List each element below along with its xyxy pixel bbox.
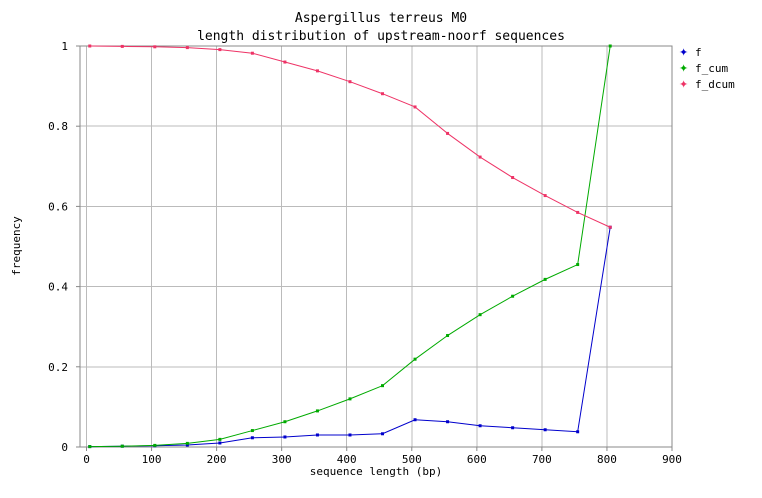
legend-marker-icon: ✦ [679, 62, 688, 75]
x-tick-label: 500 [402, 453, 422, 466]
legend-marker-icon: ✦ [679, 46, 688, 59]
data-point [315, 409, 319, 413]
data-point [218, 48, 222, 52]
legend-item: ✦ f [679, 46, 702, 59]
data-point [381, 432, 385, 436]
data-point [478, 313, 482, 317]
series-line [89, 227, 611, 448]
y-tick-label: 0 [61, 441, 68, 454]
data-point [348, 433, 352, 437]
legend-item: ✦ f_dcum [679, 78, 735, 91]
data-point [283, 420, 287, 424]
data-point [120, 444, 124, 448]
data-point [250, 436, 254, 440]
data-point [543, 194, 547, 198]
data-point [185, 46, 189, 50]
data-point [88, 445, 92, 449]
data-point [381, 384, 385, 388]
chart-subtitle: length distribution of upstream-noorf se… [197, 29, 565, 44]
data-point [413, 418, 417, 422]
y-axis-label: frequency [10, 216, 23, 276]
data-point [413, 357, 417, 361]
data-point [576, 430, 580, 434]
y-axis-ticks: 0 0.2 0.4 0.6 0.8 1 [48, 40, 80, 454]
data-point [511, 426, 515, 430]
data-point [218, 437, 222, 441]
data-point [250, 429, 254, 433]
data-point [153, 45, 157, 49]
data-point [543, 428, 547, 432]
x-tick-label: 900 [662, 453, 682, 466]
plot-frame [79, 45, 673, 448]
legend-item: ✦ f_cum [679, 62, 728, 75]
y-tick-label: 0.6 [48, 200, 68, 213]
y-tick-label: 0.4 [48, 281, 68, 294]
data-point [381, 92, 385, 96]
data-point [608, 225, 612, 229]
x-axis-label: sequence length (bp) [310, 465, 442, 478]
legend: ✦ f✦ f_cum✦ f_dcum [679, 46, 735, 91]
data-point [185, 443, 189, 447]
data-point [511, 176, 515, 180]
y-tick-label: 0.8 [48, 120, 68, 133]
data-point [478, 155, 482, 159]
data-point [88, 44, 92, 48]
y-tick-label: 0.2 [48, 361, 68, 374]
x-tick-label: 700 [532, 453, 552, 466]
data-point [576, 263, 580, 267]
data-point [348, 397, 352, 401]
chart-title: Aspergillus terreus M0 [295, 11, 467, 26]
data-point [576, 210, 580, 214]
data-point [348, 80, 352, 84]
x-tick-label: 100 [142, 453, 162, 466]
x-tick-label: 400 [337, 453, 357, 466]
series-line [89, 45, 611, 448]
data-point [185, 441, 189, 445]
x-tick-label: 300 [272, 453, 292, 466]
x-axis-ticks: 0 100 200 300 400 500 600 700 800 900 [83, 447, 682, 466]
data-point [283, 435, 287, 439]
legend-marker-icon: ✦ [679, 78, 688, 91]
data-point [218, 441, 222, 445]
data-point [283, 60, 287, 64]
data-point [446, 334, 450, 338]
data-point [250, 51, 254, 55]
series-line [89, 45, 611, 228]
x-tick-label: 800 [597, 453, 617, 466]
data-point [446, 420, 450, 424]
x-tick-label: 0 [83, 453, 90, 466]
x-tick-label: 200 [207, 453, 227, 466]
x-tick-label: 600 [467, 453, 487, 466]
legend-label: f_dcum [695, 78, 735, 91]
series-f [88, 225, 612, 449]
data-point [153, 443, 157, 447]
series-layer [88, 44, 612, 449]
data-point [511, 294, 515, 298]
data-point [446, 131, 450, 135]
data-point [543, 277, 547, 281]
data-point [120, 44, 124, 48]
series-f_dcum [88, 44, 612, 229]
y-tick-label: 1 [61, 40, 68, 53]
data-point [315, 433, 319, 437]
data-point [315, 69, 319, 73]
legend-label: f [695, 46, 702, 59]
legend-label: f_cum [695, 62, 728, 75]
data-point [608, 44, 612, 48]
data-point [413, 105, 417, 109]
data-point [478, 424, 482, 428]
grid [80, 45, 673, 448]
series-f_cum [88, 44, 612, 449]
